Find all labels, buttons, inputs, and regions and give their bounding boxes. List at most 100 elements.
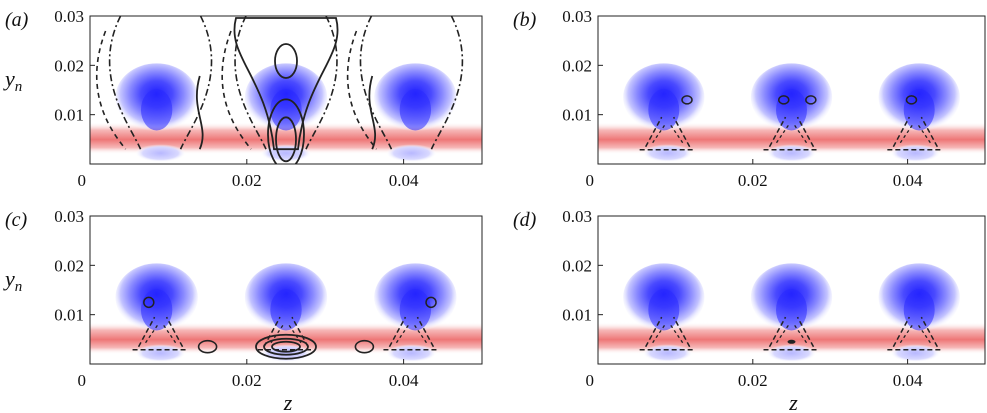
solid-contour: [271, 340, 301, 353]
low-blue-patch: [385, 344, 437, 363]
solid-contour: [368, 75, 377, 150]
y-tick-label: 0.02: [562, 56, 592, 75]
x-tick-label: 0.04: [389, 371, 419, 390]
y-tick-label: 0.01: [562, 106, 592, 125]
y-tick-label: 0.03: [562, 207, 592, 226]
solid-contour: [805, 95, 817, 105]
blue-core: [270, 289, 302, 331]
solid-contour: [233, 17, 339, 151]
panel-a: 0.01 0.02 0.03 0 0.02 0.04 (a) yn: [3, 7, 483, 190]
solid-contour: [267, 98, 305, 164]
low-blue-patch: [135, 144, 187, 163]
blue-core: [776, 289, 807, 331]
low-blue-patch: [766, 344, 817, 363]
x-tick-label: 0.04: [893, 171, 923, 190]
low-blue-patch: [642, 144, 693, 163]
panel-label: (a): [5, 9, 29, 31]
panel-label: (d): [513, 209, 537, 231]
panel-label: (c): [5, 209, 28, 231]
y-tick-label: 0.02: [54, 56, 84, 75]
plot-frame: [89, 215, 483, 365]
x-tick-label: 0: [78, 171, 87, 190]
low-blue-patch: [890, 344, 941, 363]
panel-label: (b): [513, 9, 537, 31]
x-tick-label: 0: [586, 371, 595, 390]
dashed-contour: [887, 316, 944, 351]
solid-contour: [143, 296, 155, 309]
panel-c: 0.01 0.02 0.03 0 0.02 0.04 (c) yn z: [3, 207, 483, 413]
x-tick-label: 0.02: [738, 171, 768, 190]
y-tick-label: 0.01: [562, 306, 592, 325]
x-tick-label: 0: [586, 171, 595, 190]
x-axis-label: z: [788, 390, 798, 413]
contour-field: [598, 63, 985, 163]
dashed-contour: [346, 30, 378, 150]
y-axis-label: yn: [3, 266, 22, 295]
plot-frame: [597, 15, 986, 165]
x-tick-label: 0.02: [232, 171, 262, 190]
solid-contour: [195, 75, 204, 150]
dashed-contour: [763, 116, 820, 151]
y-axis-label: yn: [3, 66, 22, 95]
contour-field: [598, 263, 985, 363]
blue-core: [140, 89, 173, 131]
blue-core: [648, 89, 680, 131]
dashdot-contour: [108, 16, 142, 150]
solid-contour: [425, 296, 437, 309]
dashed-contour: [132, 316, 189, 351]
dashdot-contour: [359, 16, 393, 150]
blue-core: [270, 89, 302, 131]
solid-contour: [354, 339, 375, 354]
x-tick-label: 0.04: [389, 171, 419, 190]
dashed-contour: [383, 316, 440, 351]
blue-core: [903, 289, 935, 331]
dashdot-contour: [179, 16, 213, 150]
blue-core: [140, 289, 173, 331]
solid-contour: [197, 339, 218, 354]
y-tick-label: 0.01: [54, 106, 84, 125]
dashed-contour: [763, 316, 820, 351]
low-blue-patch: [642, 344, 693, 363]
panel-b: 0.01 0.02 0.03 0 0.02 0.04 (b): [513, 7, 986, 190]
solid-contour: [787, 339, 796, 344]
plot-frame: [597, 215, 986, 365]
dashed-contour: [221, 30, 252, 150]
low-blue-patch: [385, 144, 437, 163]
dashdot-contour: [430, 16, 464, 150]
x-tick-label: 0.02: [738, 371, 768, 390]
dashed-contour: [95, 30, 127, 150]
low-blue-patch: [135, 344, 187, 363]
x-tick-label: 0.02: [232, 371, 262, 390]
blue-core: [648, 289, 680, 331]
dashed-contour: [639, 316, 696, 351]
dashed-contour: [887, 116, 944, 151]
blue-core: [776, 89, 807, 131]
dashdot-contour: [234, 16, 267, 150]
contour-field: [90, 16, 482, 164]
y-tick-label: 0.03: [54, 207, 84, 226]
solid-contour: [778, 95, 790, 105]
dashed-contour: [258, 316, 314, 351]
solid-contour: [905, 95, 918, 105]
y-tick-label: 0.02: [562, 256, 592, 275]
plot-frame: [89, 15, 483, 165]
low-blue-patch: [766, 144, 817, 163]
blue-core: [399, 89, 432, 131]
dashed-contour: [639, 116, 696, 151]
low-blue-patch: [260, 144, 312, 163]
solid-contour: [274, 43, 298, 79]
x-tick-label: 0: [78, 371, 87, 390]
y-tick-label: 0.03: [562, 7, 592, 26]
solid-contour: [263, 337, 309, 356]
panel-d: 0.01 0.02 0.03 0 0.02 0.04 (d) z: [513, 207, 986, 413]
dashdot-contour: [305, 16, 338, 150]
y-tick-label: 0.02: [54, 256, 84, 275]
blue-core: [399, 289, 432, 331]
low-blue-patch: [890, 144, 941, 163]
x-tick-label: 0.04: [893, 371, 923, 390]
x-axis-label: z: [283, 390, 293, 413]
solid-contour: [681, 95, 693, 105]
blue-core: [903, 89, 935, 131]
y-tick-label: 0.03: [54, 7, 84, 26]
solid-contour: [255, 333, 317, 360]
